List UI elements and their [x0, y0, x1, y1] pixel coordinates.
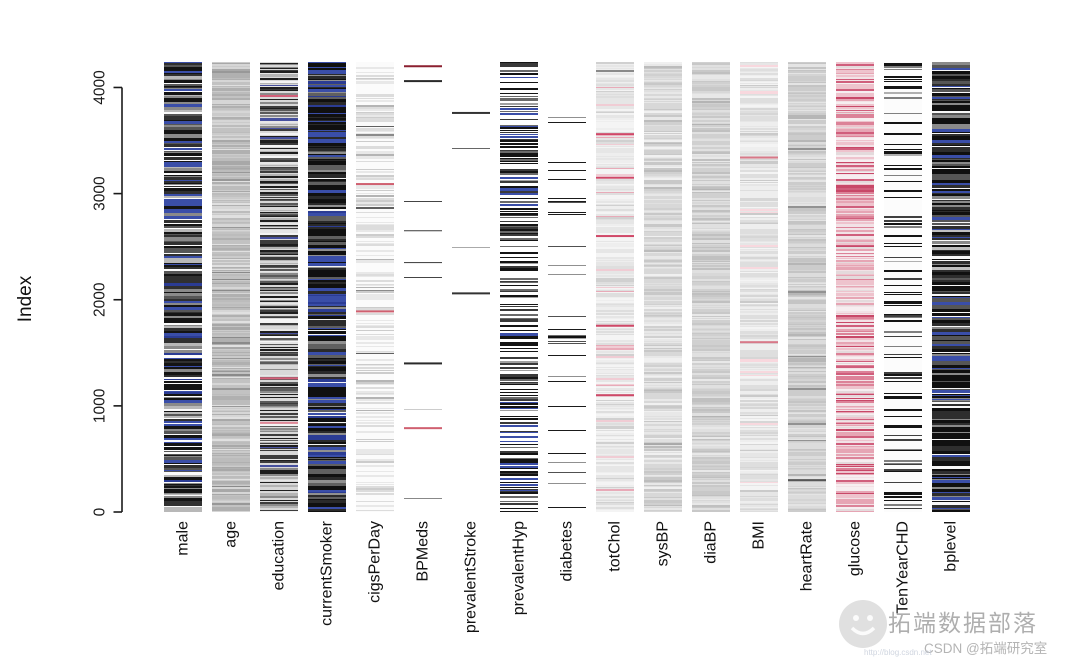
column-label-diabetes: diabetes [559, 521, 576, 582]
mark-line [260, 377, 298, 380]
column-age [212, 62, 250, 512]
column-label-BMI: BMI [751, 521, 768, 549]
column-TenYearCHD [884, 62, 922, 512]
y-axis-title: Index [15, 275, 36, 323]
mark-line [404, 362, 442, 365]
column-label-totChol: totChol [607, 521, 624, 572]
mark-line [788, 479, 826, 482]
column-label-prevalentStroke: prevalentStroke [463, 521, 480, 633]
column-glucose [836, 62, 874, 512]
y-tick-label: 3000 [92, 176, 109, 211]
column-label-currentSmoker: currentSmoker [319, 520, 336, 626]
column-label-diaBP: diaBP [703, 521, 720, 564]
column-totChol [596, 62, 634, 512]
mark-line [740, 341, 778, 344]
column-BPMeds [404, 62, 442, 512]
column-cigsPerDay [356, 62, 394, 512]
mark-line [596, 176, 634, 179]
y-tick-label: 4000 [92, 70, 109, 105]
mark-line [404, 65, 442, 68]
mark-line [596, 133, 634, 136]
column-prevalentHyp [500, 62, 538, 512]
column-heartRate [788, 62, 826, 512]
column-label-education: education [271, 521, 288, 590]
column-label-bplevel: bplevel [943, 521, 960, 572]
column-male [164, 62, 202, 512]
column-label-prevalentHyp: prevalentHyp [511, 521, 528, 615]
mark-line [260, 94, 298, 97]
mark-line [596, 394, 634, 397]
column-label-age: age [223, 521, 240, 548]
mark-line [404, 427, 442, 430]
column-education [260, 62, 298, 512]
column-diabetes [548, 62, 586, 512]
column-label-male: male [175, 521, 192, 556]
column-label-TenYearCHD: TenYearCHD [895, 521, 912, 614]
y-tick-label: 0 [92, 507, 109, 516]
column-sysBP [644, 62, 682, 512]
mark-line [452, 292, 490, 295]
mark-line [404, 230, 442, 232]
column-BMI [740, 62, 778, 512]
y-tick-label: 2000 [92, 282, 109, 317]
mark-line [548, 335, 586, 339]
mark-line [596, 324, 634, 327]
column-bplevel [932, 62, 970, 512]
mark-line [644, 443, 682, 446]
y-tick-label: 1000 [92, 388, 109, 423]
column-label-heartRate: heartRate [799, 521, 816, 591]
mark-line [740, 156, 778, 159]
column-diaBP [692, 62, 730, 512]
mark-line [404, 80, 442, 83]
column-prevalentStroke [452, 62, 490, 512]
mark-line [356, 310, 394, 313]
mark-line [452, 111, 490, 114]
mark-line [260, 421, 298, 424]
column-label-sysBP: sysBP [655, 521, 672, 566]
column-currentSmoker [308, 62, 346, 512]
mark-line [356, 183, 394, 186]
mark-line [596, 235, 634, 238]
column-label-BPMeds: BPMeds [415, 521, 432, 581]
column-label-cigsPerDay: cigsPerDay [367, 521, 384, 603]
mark-line [404, 262, 442, 264]
column-label-glucose: glucose [847, 521, 864, 576]
